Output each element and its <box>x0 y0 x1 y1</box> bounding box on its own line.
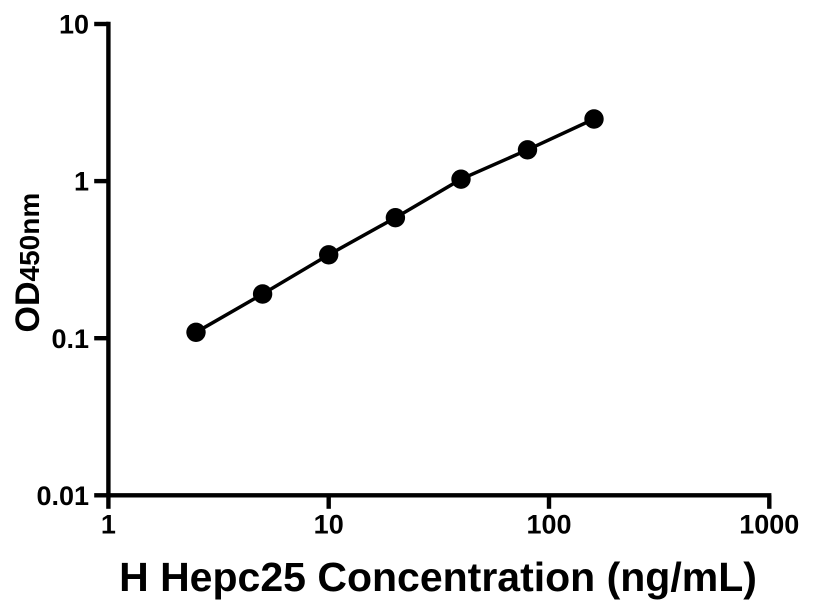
svg-text:10: 10 <box>314 510 344 540</box>
svg-text:0.1: 0.1 <box>51 324 89 354</box>
svg-text:10: 10 <box>59 10 89 40</box>
svg-text:1: 1 <box>101 510 116 540</box>
svg-text:1000: 1000 <box>739 510 799 540</box>
svg-text:H Hepc25 Concentration (ng/mL): H Hepc25 Concentration (ng/mL) <box>119 554 757 600</box>
svg-text:OD450nm: OD450nm <box>9 193 47 333</box>
svg-text:0.01: 0.01 <box>36 481 89 511</box>
svg-text:1: 1 <box>74 167 89 197</box>
svg-text:100: 100 <box>526 510 571 540</box>
